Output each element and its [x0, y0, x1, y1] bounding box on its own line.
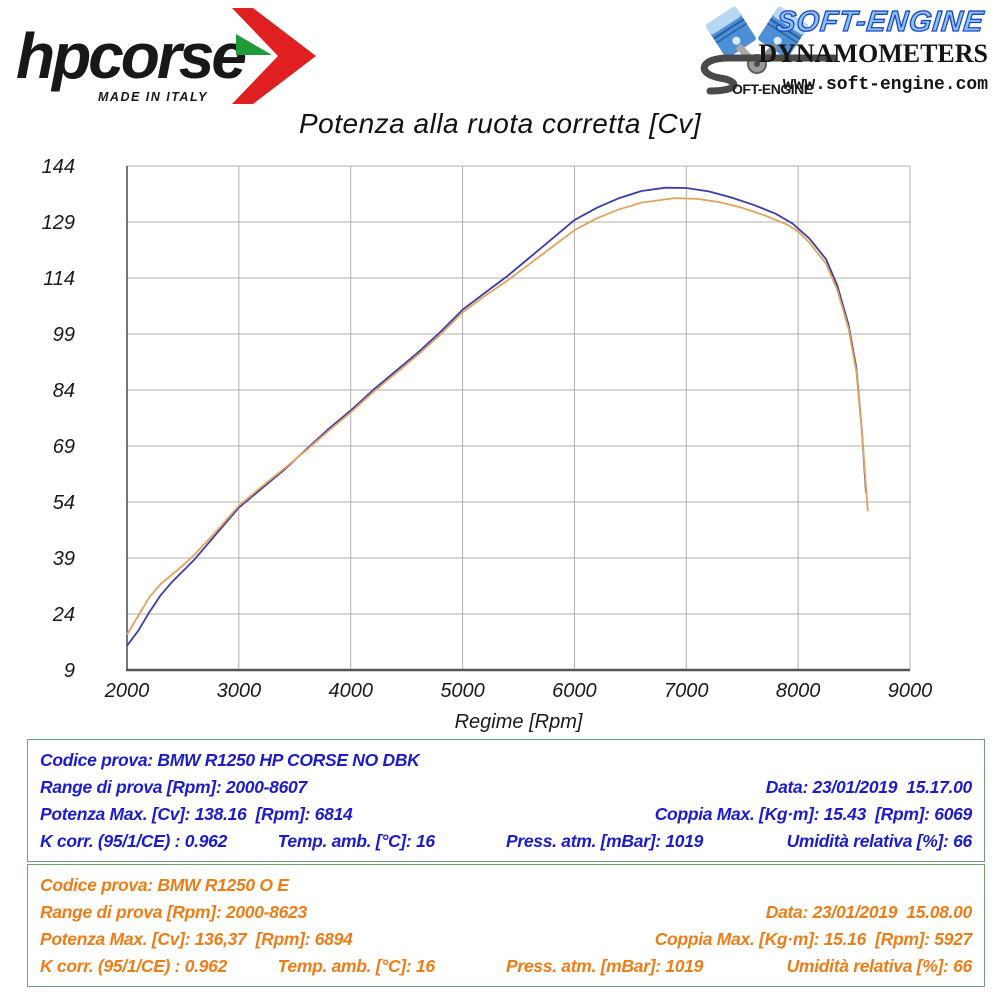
- softengine-logo: OFT-ENGINE SOFT-ENGINE DYNAMOMETERS www.…: [700, 5, 988, 97]
- range-di-prova: Range di prova [Rpm]: 2000-8607: [40, 777, 307, 797]
- softengine-s-tail-label: OFT-ENGINE: [732, 81, 813, 97]
- x-tick-label: 5000: [440, 680, 485, 702]
- x-tick-label: 8000: [776, 680, 821, 702]
- potenza-max: Potenza Max. [Cv]: 138.16 [Rpm]: 6814: [40, 804, 353, 824]
- x-tick-label: 3000: [217, 680, 262, 702]
- softengine-brand: SOFT-ENGINE: [775, 6, 986, 38]
- table-row: Codice prova: BMW R1250 O E: [40, 872, 972, 899]
- y-tick-label: 9: [64, 660, 75, 682]
- y-tick-label: 69: [53, 436, 75, 458]
- table-row: Range di prova [Rpm]: 2000-8607 Data: 23…: [40, 774, 972, 801]
- test-info-tables: Codice prova: BMW R1250 HP CORSE NO DBK …: [27, 739, 985, 989]
- y-tick-label: 144: [42, 156, 75, 178]
- press-atm: Press. atm. [mBar]: 1019: [505, 831, 704, 851]
- y-tick-label: 39: [53, 548, 75, 570]
- table-row: Potenza Max. [Cv]: 136,37 [Rpm]: 6894 Co…: [40, 926, 972, 953]
- page-title: Potenza alla ruota corretta [Cv]: [299, 108, 701, 139]
- umidita-relativa: Umidità relativa [%]: 66: [786, 956, 973, 976]
- potenza-max: Potenza Max. [Cv]: 136,37 [Rpm]: 6894: [40, 929, 353, 949]
- dynamometers-label: DYNAMOMETERS: [758, 39, 988, 68]
- series-line-1: [126, 197, 869, 635]
- y-tick-label: 99: [53, 324, 75, 346]
- made-in-italy-label: MADE IN ITALY: [98, 90, 208, 104]
- hpcorse-logo: hpcorse MADE IN ITALY: [16, 8, 316, 104]
- temp-amb: Temp. amb. [°C]: 16: [277, 831, 436, 851]
- codice-prova: Codice prova: BMW R1250 O E: [40, 875, 289, 895]
- y-tick-label: 84: [53, 380, 75, 402]
- hpcorse-wordmark: hpcorse: [16, 20, 245, 92]
- k-corr: K corr. (95/1/CE) : 0.962: [40, 831, 228, 851]
- test-info-table-hpcorse: Codice prova: BMW R1250 HP CORSE NO DBK …: [27, 739, 985, 862]
- coppia-max: Coppia Max. [Kg·m]: 15.43 [Rpm]: 6069: [654, 804, 973, 824]
- data-ora: Data: 23/01/2019 15.08.00: [765, 902, 973, 922]
- table-row: Codice prova: BMW R1250 HP CORSE NO DBK: [40, 747, 972, 774]
- coppia-max: Coppia Max. [Kg·m]: 15.16 [Rpm]: 5927: [654, 929, 973, 949]
- x-tick-label: 2000: [104, 680, 150, 702]
- x-tick-label: 9000: [888, 680, 933, 702]
- table-row: K corr. (95/1/CE) : 0.962 Temp. amb. [°C…: [40, 828, 972, 855]
- table-row: Potenza Max. [Cv]: 138.16 [Rpm]: 6814 Co…: [40, 801, 972, 828]
- table-row: K corr. (95/1/CE) : 0.962 Temp. amb. [°C…: [40, 953, 972, 980]
- table-row: Range di prova [Rpm]: 2000-8623 Data: 23…: [40, 899, 972, 926]
- hpcorse-arrow-icon: [232, 8, 316, 104]
- range-di-prova: Range di prova [Rpm]: 2000-8623: [40, 902, 307, 922]
- test-info-table-oe: Codice prova: BMW R1250 O E Range di pro…: [27, 864, 985, 987]
- umidita-relativa: Umidità relativa [%]: 66: [786, 831, 973, 851]
- y-tick-label: 24: [52, 604, 75, 626]
- data-ora: Data: 23/01/2019 15.17.00: [765, 777, 973, 797]
- y-tick-label: 129: [42, 212, 75, 234]
- s-swoosh-icon: [700, 54, 838, 95]
- codice-prova: Codice prova: BMW R1250 HP CORSE NO DBK: [40, 750, 420, 770]
- temp-amb: Temp. amb. [°C]: 16: [277, 956, 436, 976]
- website-label: www.soft-engine.com: [783, 75, 988, 95]
- series-line-0: [126, 186, 867, 647]
- y-tick-label: 114: [43, 268, 75, 290]
- hpcorse-arrow-green-icon: [236, 34, 272, 55]
- x-tick-label: 6000: [552, 680, 597, 702]
- pistons-icon: [706, 6, 808, 74]
- x-tick-label: 7000: [664, 680, 709, 702]
- press-atm: Press. atm. [mBar]: 1019: [505, 956, 704, 976]
- k-corr: K corr. (95/1/CE) : 0.962: [40, 956, 228, 976]
- y-tick-label: 54: [53, 492, 75, 514]
- x-axis-title: Regime [Rpm]: [455, 711, 583, 733]
- x-tick-label: 4000: [328, 680, 373, 702]
- power-chart: 9 24 39 54 69 84 99 114 129 144 2000 3000 4000 5000 60…: [42, 156, 933, 733]
